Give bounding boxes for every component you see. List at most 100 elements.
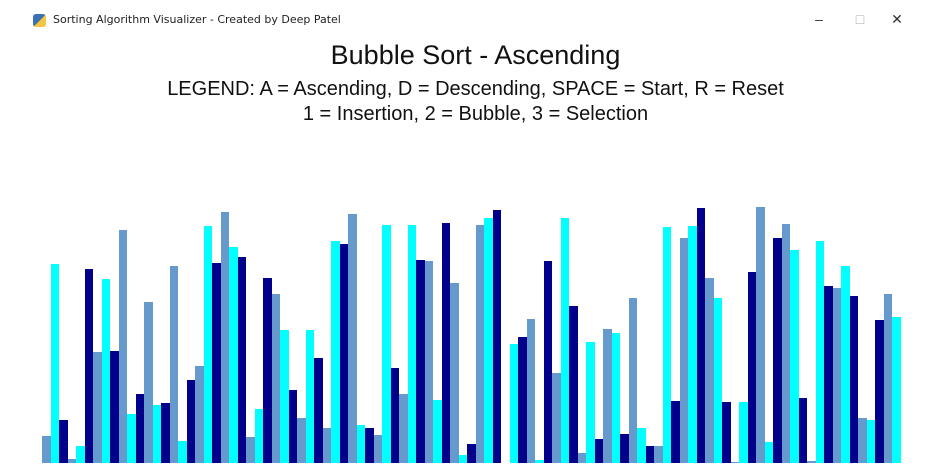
value-bar [730,462,740,463]
value-bar [594,439,604,463]
value-bar [390,368,400,463]
value-bar [858,418,867,463]
value-bar [773,238,782,463]
value-bar [67,459,77,463]
value-bar [849,296,859,463]
value-bar [110,351,119,463]
value-bar [645,446,655,463]
value-bar [373,435,383,463]
value-bar [739,402,748,463]
value-bar [161,403,170,463]
maximize-button[interactable]: □ [855,11,865,27]
app-icon [33,14,46,27]
value-bar [832,288,842,463]
value-bar [543,261,553,463]
value-bar [59,420,68,463]
value-bar [807,461,816,463]
value-bar [101,279,111,463]
value-bar [458,455,468,463]
value-bar [492,210,502,463]
value-bar [603,329,612,463]
value-bar [433,400,442,463]
value-bar [331,241,340,463]
value-bar [399,394,408,463]
value-bar [152,405,162,463]
value-bar [365,428,374,463]
value-bar [705,278,714,463]
value-bar [424,261,434,463]
value-bar [203,226,213,463]
value-bar [883,294,893,463]
value-bar [144,302,153,463]
value-bar [628,298,638,463]
value-bar [195,366,204,463]
value-bar [535,460,544,463]
value-bar [450,283,459,463]
value-bar [356,425,366,463]
legend-line-2: 1 = Insertion, 2 = Bubble, 3 = Selection [302,103,649,125]
value-bar [42,436,51,463]
window-title: Sorting Algorithm Visualizer - Created b… [53,13,341,26]
value-bar [246,437,255,463]
value-bar [577,453,587,463]
value-bar [747,272,757,463]
value-bar [790,250,799,463]
value-bar [475,225,485,463]
value-bar [441,223,451,463]
value-bar [518,337,527,463]
value-bar [50,264,60,463]
value-bar [280,330,289,463]
value-bar [178,441,187,463]
value-bar [722,402,731,463]
value-bar [662,227,672,463]
value-bar [237,257,247,463]
value-bar [297,418,306,463]
value-bar [305,330,315,463]
value-bar [764,442,774,463]
value-bar [654,446,663,463]
value-bar [586,342,595,463]
value-bar [93,352,102,463]
value-bar [118,230,128,463]
value-bar [135,394,145,463]
value-bar [416,260,425,463]
title-bar: Sorting Algorithm Visualizer - Created b… [0,0,951,38]
value-bar [509,344,519,463]
value-bar [169,266,179,463]
close-button[interactable]: ✕ [891,11,903,27]
value-bar [484,218,493,463]
value-bar [263,278,272,463]
value-bar [127,414,136,463]
value-bar [212,263,221,463]
value-bar [815,241,825,463]
value-bar [875,320,884,463]
value-bar [348,214,357,463]
value-bar [824,286,833,463]
value-bar [841,266,850,463]
value-bar [84,269,94,463]
value-bar [611,333,621,463]
algorithm-title: Bubble Sort - Ascending [330,40,621,70]
value-bar [314,358,323,463]
value-bar [186,380,196,463]
value-bar [781,224,791,463]
value-bar [271,294,281,463]
value-bar [620,434,629,463]
value-bar [288,390,298,463]
value-bar [671,401,680,463]
value-bar [339,244,349,463]
value-bar [866,420,876,463]
value-bar [322,428,332,463]
value-bar [713,298,723,463]
value-bar [254,409,264,463]
minimize-button[interactable]: – [815,11,823,27]
value-bar [756,207,765,463]
value-bar [220,212,230,463]
value-bar [552,373,561,463]
value-bar [569,306,578,463]
value-bar [637,428,646,463]
value-bar [467,444,476,463]
value-bar [382,225,391,463]
value-bar [407,225,417,463]
